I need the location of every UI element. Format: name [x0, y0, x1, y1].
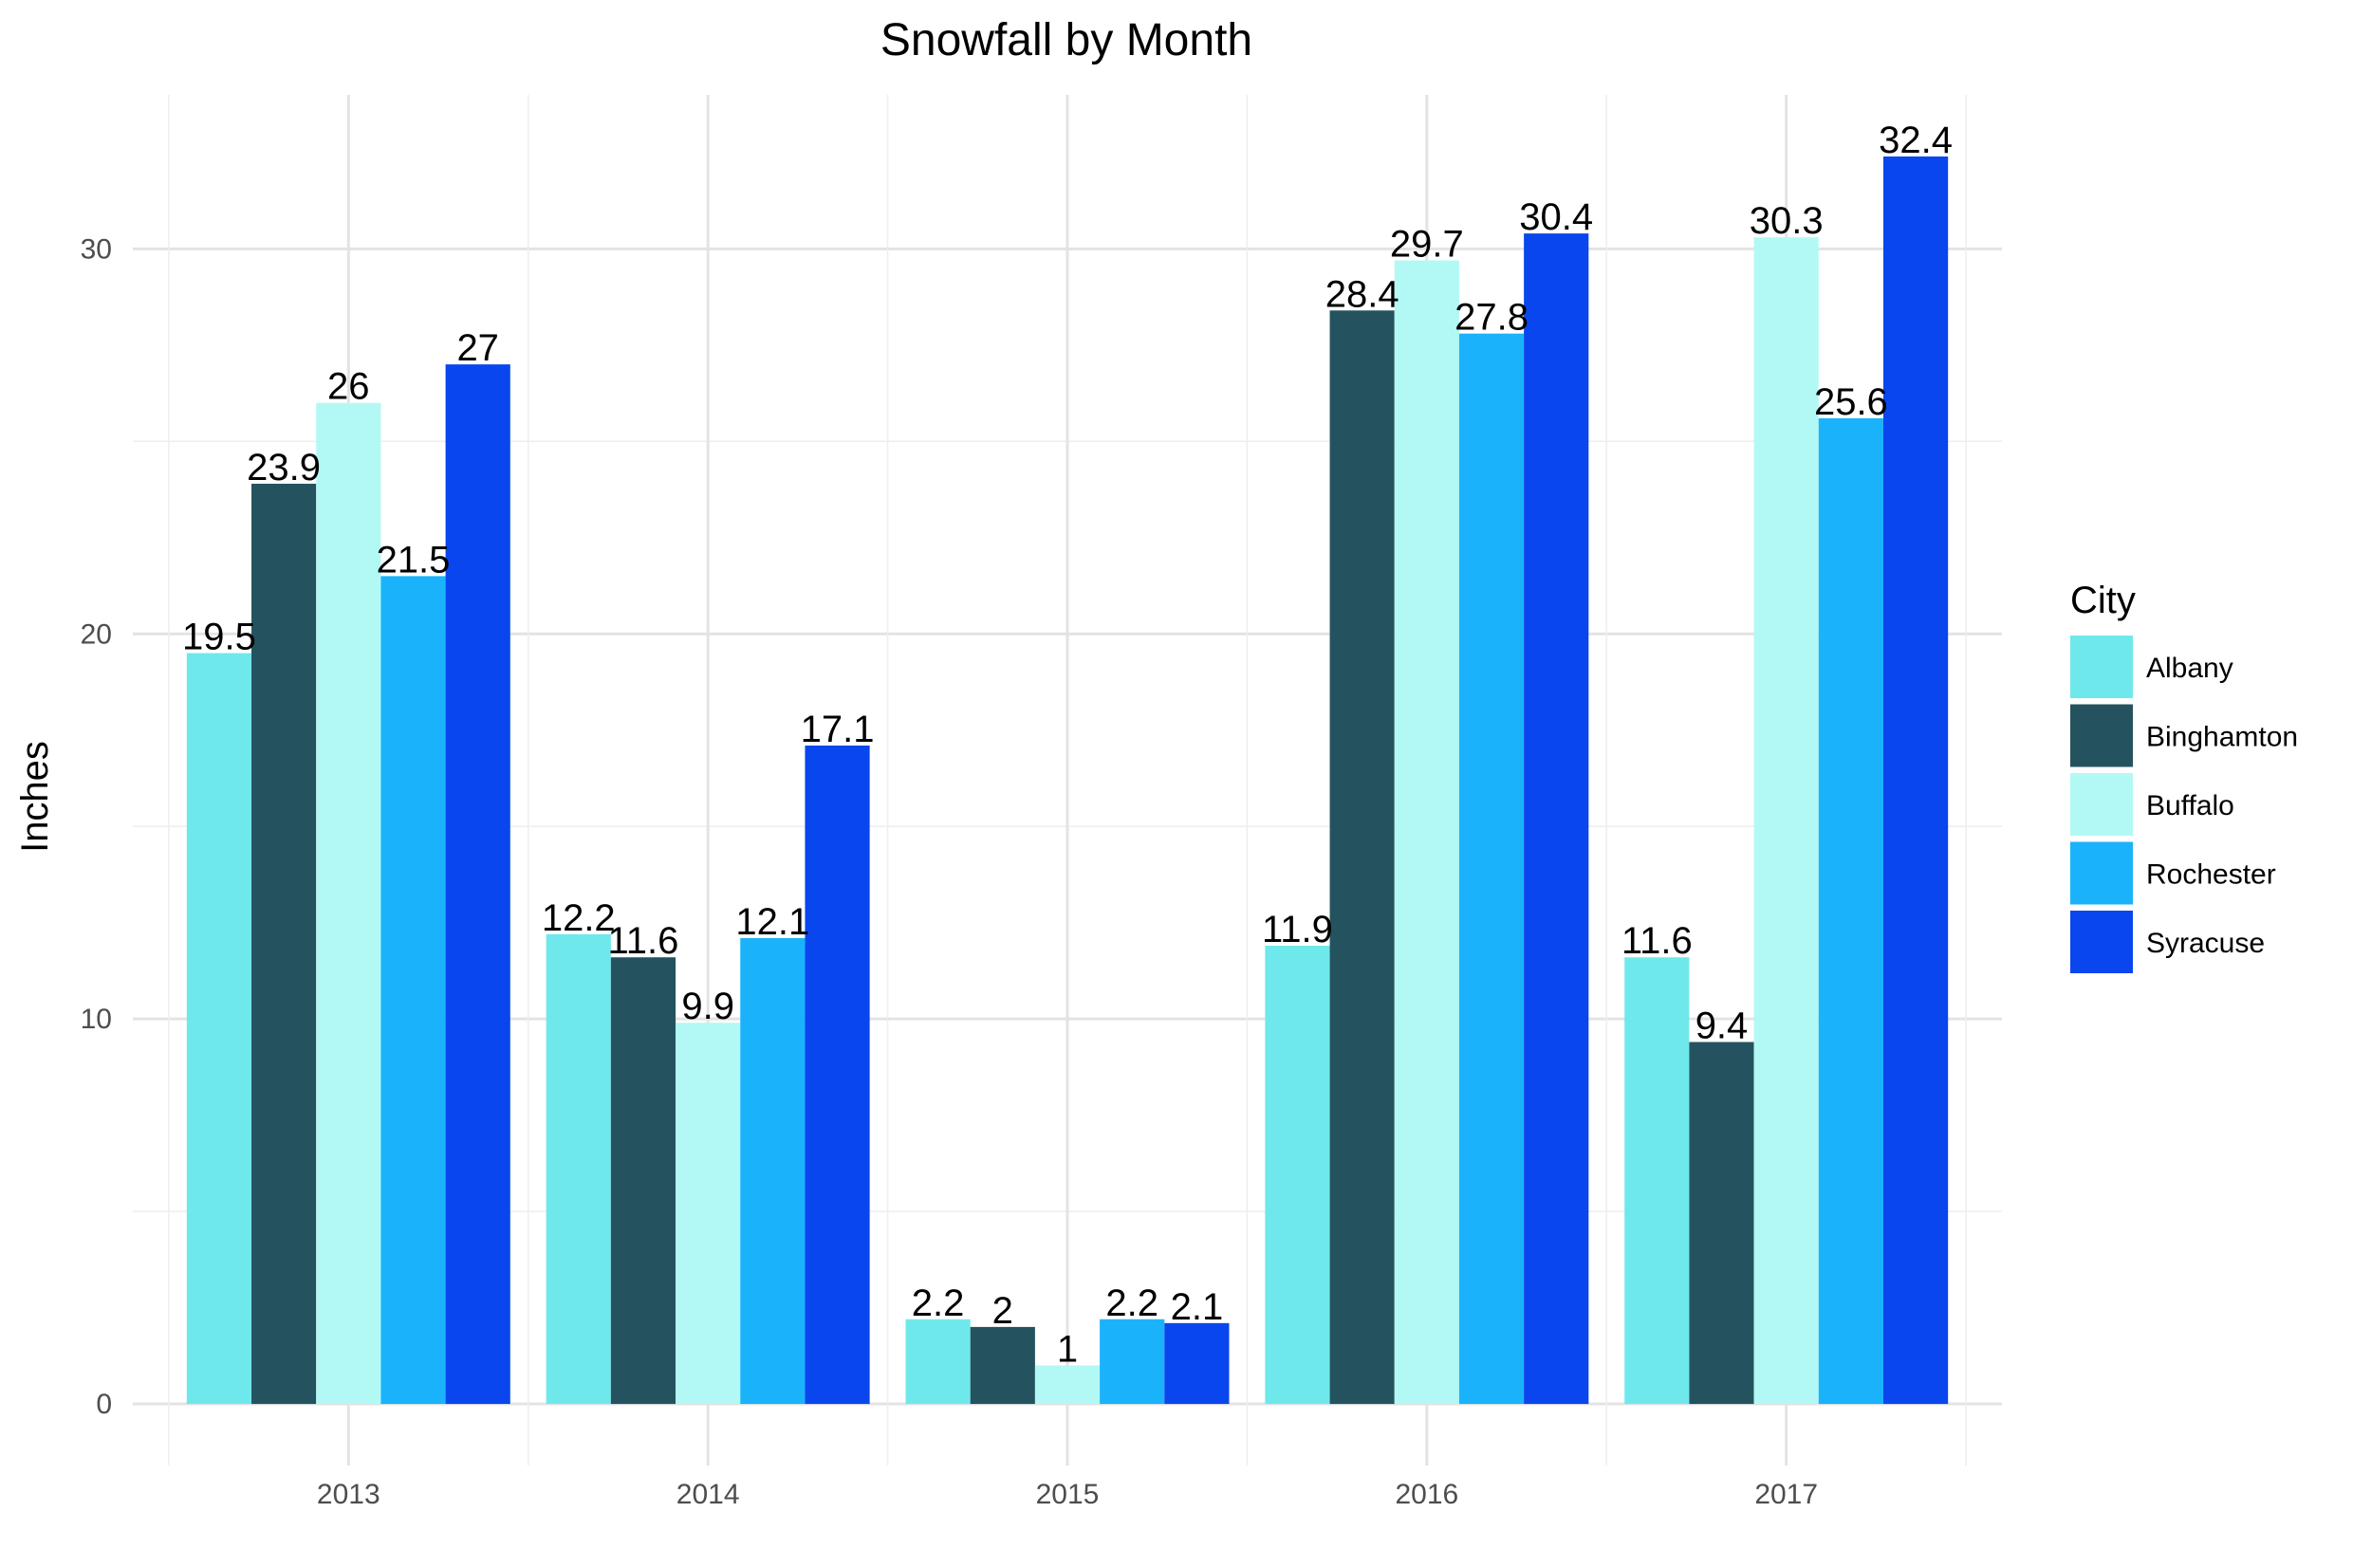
bar-buffalo-2016: [1394, 260, 1459, 1405]
data-label-syracuse-2016: 30.4: [1519, 196, 1593, 238]
y-tick-label: 30: [81, 233, 112, 265]
bar-albany-2015: [905, 1319, 971, 1405]
legend-key-rochester: [2070, 841, 2133, 905]
x-tick-label-2016: 2016: [1395, 1479, 1458, 1510]
bar-rochester-2015: [1100, 1319, 1165, 1405]
legend-title: City: [2070, 580, 2136, 621]
bar-binghamton-2013: [251, 483, 317, 1405]
data-label-buffalo-2015: 1: [1057, 1328, 1078, 1370]
bar-buffalo-2014: [676, 1023, 741, 1405]
legend-item-rochester: Rochester: [2070, 841, 2276, 905]
bar-rochester-2016: [1458, 333, 1525, 1405]
data-label-binghamton-2013: 23.9: [247, 447, 321, 489]
data-label-rochester-2014: 12.1: [735, 901, 809, 943]
y-axis-title: Inches: [14, 741, 56, 853]
bar-albany-2014: [546, 933, 611, 1405]
legend-key-buffalo: [2070, 773, 2133, 836]
data-label-syracuse-2015: 2.1: [1171, 1286, 1224, 1328]
bar-binghamton-2015: [970, 1326, 1035, 1405]
bar-albany-2017: [1624, 957, 1690, 1405]
bar-buffalo-2015: [1034, 1365, 1101, 1405]
bar-binghamton-2017: [1689, 1042, 1754, 1405]
bar-syracuse-2014: [805, 745, 870, 1405]
bar-rochester-2014: [740, 937, 806, 1405]
data-label-buffalo-2017: 30.3: [1750, 200, 1824, 242]
bar-syracuse-2013: [445, 364, 510, 1405]
chart-title: Snowfall by Month: [880, 15, 1252, 65]
legend-item-binghamton: Binghamton: [2070, 704, 2298, 767]
data-label-buffalo-2014: 9.9: [681, 986, 734, 1027]
data-label-binghamton-2014: 11.6: [608, 920, 679, 962]
legend-key-syracuse: [2070, 911, 2133, 973]
legend: City Albany Binghamton Buffalo Rochester Syr…: [2070, 580, 2298, 973]
bar-albany-2013: [186, 653, 252, 1405]
bar-albany-2016: [1265, 946, 1330, 1405]
data-label-rochester-2017: 25.6: [1814, 381, 1888, 423]
x-tick-label-2014: 2014: [676, 1479, 740, 1510]
legend-key-binghamton: [2070, 704, 2133, 767]
y-tick-label: 20: [81, 618, 112, 650]
data-label-albany-2016: 11.9: [1262, 909, 1333, 950]
legend-item-syracuse: Syracuse: [2070, 911, 2265, 973]
data-label-rochester-2015: 2.2: [1105, 1282, 1158, 1324]
data-label-albany-2014: 12.2: [542, 897, 616, 939]
data-label-syracuse-2017: 32.4: [1879, 120, 1953, 161]
data-label-syracuse-2014: 17.1: [801, 709, 875, 750]
x-tick-label-2017: 2017: [1754, 1479, 1818, 1510]
legend-item-buffalo: Buffalo: [2070, 773, 2234, 836]
data-label-binghamton-2017: 9.4: [1695, 1005, 1749, 1047]
data-label-binghamton-2016: 28.4: [1325, 273, 1399, 315]
data-label-syracuse-2013: 27: [456, 327, 499, 369]
bar-buffalo-2017: [1753, 237, 1819, 1405]
legend-label-buffalo: Buffalo: [2146, 790, 2234, 821]
data-label-albany-2015: 2.2: [912, 1282, 965, 1324]
data-label-buffalo-2016: 29.7: [1390, 224, 1464, 266]
data-label-albany-2017: 11.6: [1621, 920, 1693, 962]
legend-label-binghamton: Binghamton: [2146, 722, 2298, 753]
data-label-rochester-2016: 27.8: [1454, 297, 1529, 339]
legend-key-albany: [2070, 636, 2133, 698]
bar-binghamton-2016: [1329, 310, 1395, 1405]
legend-label-syracuse: Syracuse: [2146, 928, 2265, 959]
bar-syracuse-2016: [1524, 233, 1589, 1405]
bar-rochester-2013: [380, 576, 446, 1405]
bar-buffalo-2013: [316, 402, 381, 1405]
data-label-albany-2013: 19.5: [182, 617, 256, 658]
legend-label-albany: Albany: [2146, 653, 2233, 684]
y-tick-label: 10: [81, 1004, 112, 1035]
data-label-buffalo-2013: 26: [327, 366, 370, 408]
legend-item-albany: Albany: [2070, 636, 2233, 698]
bar-binghamton-2014: [610, 957, 676, 1405]
bar-layer: [186, 156, 1949, 1405]
legend-label-rochester: Rochester: [2146, 859, 2276, 891]
y-tick-label: 0: [96, 1389, 112, 1420]
data-label-rochester-2013: 21.5: [377, 539, 451, 581]
bar-rochester-2017: [1818, 417, 1883, 1405]
axis-layer: 0 10 20 30 2013 2014 2015 2016 2017: [81, 233, 1818, 1510]
x-tick-label-2013: 2013: [317, 1479, 380, 1510]
x-tick-label-2015: 2015: [1036, 1479, 1100, 1510]
bar-syracuse-2017: [1882, 156, 1949, 1405]
data-label-binghamton-2015: 2: [992, 1290, 1013, 1332]
bar-syracuse-2015: [1164, 1322, 1230, 1405]
